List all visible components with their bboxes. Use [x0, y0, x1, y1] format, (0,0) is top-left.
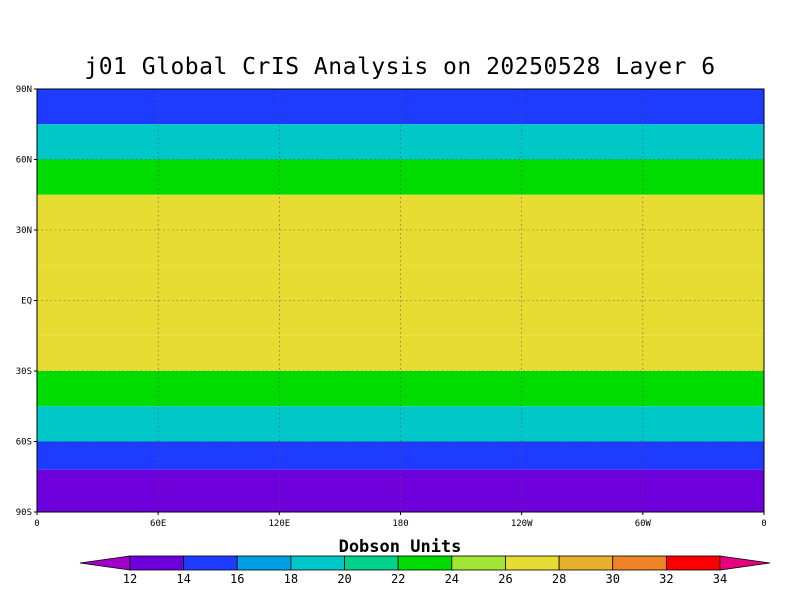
x-tick-label: 180: [392, 519, 408, 529]
colorbar-segment: [505, 555, 560, 571]
x-tick-label: 60E: [150, 519, 166, 529]
x-tick-label: 0: [34, 519, 39, 529]
x-axis: 0 60E 120E 180 120W 60W 0: [34, 512, 767, 529]
colorbar-segment: [344, 555, 399, 571]
colorbar-label: 16: [230, 572, 244, 586]
colorbar-label: 18: [284, 572, 298, 586]
colorbar-label: 30: [606, 572, 620, 586]
x-tick-label: 60W: [635, 519, 652, 529]
colorbar-label: 22: [391, 572, 405, 586]
colorbar-segment: [558, 555, 614, 571]
y-axis: 90N 60N 30N EQ 30S 60S 90S: [16, 85, 37, 518]
colorbar-label: 24: [445, 572, 459, 586]
field-band-8: [37, 441, 764, 470]
y-tick-label: 90S: [16, 508, 32, 518]
colorbar-segment: [665, 555, 721, 571]
colorbar-segment: [183, 555, 238, 571]
colorbar-label: 26: [498, 572, 512, 586]
x-tick-label: 120W: [511, 519, 533, 529]
colorbar-title: Dobson Units: [338, 537, 462, 557]
map-grid: [37, 89, 764, 512]
colorbar-label: 20: [337, 572, 351, 586]
colorbar-label: 14: [176, 572, 190, 586]
y-tick-label: EQ: [21, 297, 32, 307]
y-tick-label: 60N: [16, 156, 32, 166]
colorbar-segment: [236, 555, 292, 571]
colorbar-segment: [290, 555, 345, 571]
colorbar-low-arrow: [79, 555, 131, 571]
y-tick-label: 30S: [16, 367, 32, 377]
colorbar-label: 34: [713, 572, 727, 586]
y-tick-label: 90N: [16, 85, 32, 95]
x-tick-label: 120E: [268, 519, 290, 529]
colorbar-segment: [451, 555, 506, 571]
colorbar-segment: [129, 555, 185, 571]
colorbar-segment: [612, 555, 667, 571]
y-tick-label: 60S: [16, 438, 32, 448]
colorbar: 12 14 16 18 20 22 24 26 28 30 32 34: [79, 555, 771, 586]
chart-title: j01 Global CrIS Analysis on 20250528 Lay…: [84, 54, 716, 80]
colorbar-high-arrow: [719, 555, 771, 571]
x-tick-label: 0: [761, 519, 766, 529]
y-tick-label: 30N: [16, 226, 32, 236]
colorbar-label: 28: [552, 572, 566, 586]
colorbar-segment: [397, 555, 453, 571]
colorbar-label: 12: [123, 572, 137, 586]
colorbar-label: 32: [659, 572, 673, 586]
